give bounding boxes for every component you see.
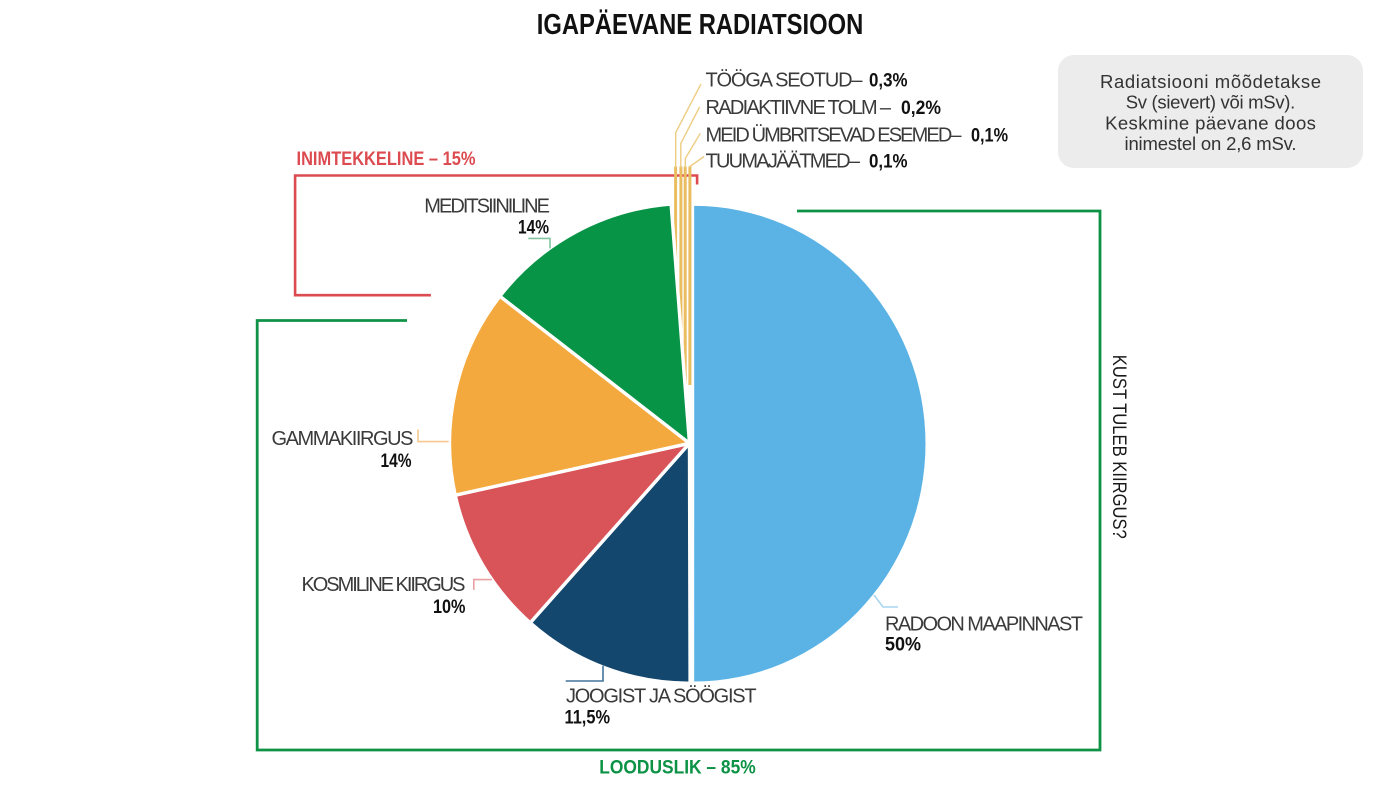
svg-text:KUST TULEB KIIRGUS?: KUST TULEB KIIRGUS? xyxy=(1108,355,1130,539)
svg-text:14%: 14% xyxy=(518,218,549,239)
svg-text:GAMMAKIIRGUS: GAMMAKIIRGUS xyxy=(272,428,414,450)
svg-text:TÖÖGA SEOTUD–: TÖÖGA SEOTUD– xyxy=(706,70,864,92)
svg-text:0,1%: 0,1% xyxy=(869,152,908,173)
svg-text:INIMTEKKELINE – 15%: INIMTEKKELINE – 15% xyxy=(297,148,476,170)
svg-text:50%: 50% xyxy=(885,635,921,656)
svg-text:0,1%: 0,1% xyxy=(971,126,1008,147)
svg-text:RADIAKTIIVNE TOLM –: RADIAKTIIVNE TOLM – xyxy=(706,97,892,119)
svg-text:inimestel on 2,6 mSv.: inimestel on 2,6 mSv. xyxy=(1125,133,1297,154)
svg-text:0,3%: 0,3% xyxy=(869,71,908,92)
svg-text:MEDITSIINILINE: MEDITSIINILINE xyxy=(424,195,550,217)
svg-text:14%: 14% xyxy=(381,451,412,472)
svg-text:LOODUSLIK – 85%: LOODUSLIK – 85% xyxy=(599,757,755,779)
svg-text:JOOGIST JA SÖÖGIST: JOOGIST JA SÖÖGIST xyxy=(566,686,757,708)
svg-text:Sv (sievert) või mSv).: Sv (sievert) või mSv). xyxy=(1126,92,1296,113)
svg-text:0,2%: 0,2% xyxy=(901,98,941,119)
svg-text:IGAPÄEVANE RADIATSIOON: IGAPÄEVANE RADIATSIOON xyxy=(537,8,864,40)
svg-text:MEID ÜMBRITSEVAD ESEMED–: MEID ÜMBRITSEVAD ESEMED– xyxy=(706,125,963,147)
svg-text:11,5%: 11,5% xyxy=(565,708,611,729)
svg-text:10%: 10% xyxy=(433,597,466,618)
svg-text:TUUMAJÄÄTMED–: TUUMAJÄÄTMED– xyxy=(706,151,861,173)
svg-text:RADOON MAAPINNAST: RADOON MAAPINNAST xyxy=(885,614,1083,636)
svg-text:Radiatsiooni mõõdetakse: Radiatsiooni mõõdetakse xyxy=(1100,71,1321,92)
svg-text:KOSMILINE KIIRGUS: KOSMILINE KIIRGUS xyxy=(302,574,466,596)
svg-text:Keskmine päevane doos: Keskmine päevane doos xyxy=(1105,112,1316,133)
